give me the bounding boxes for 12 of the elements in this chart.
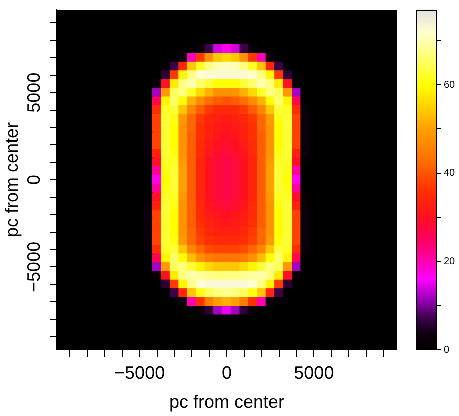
color-bar-label: 0 — [444, 344, 450, 356]
color-bar-label: 20 — [444, 256, 456, 268]
color-bar-label: 40 — [444, 168, 456, 180]
y-tick-label: 5000 — [24, 72, 44, 113]
x-tick-label: 0 — [222, 362, 232, 383]
y-tick-label: 0 — [24, 174, 44, 186]
y-tick-label: −5000 — [24, 242, 44, 292]
x-tick-label: 5000 — [294, 362, 334, 383]
y-axis-title: pc from center — [2, 122, 22, 238]
color-bar-label: 60 — [444, 80, 456, 91]
x-tick-label: −5000 — [114, 362, 166, 383]
x-axis-title: pc from center — [169, 392, 285, 412]
